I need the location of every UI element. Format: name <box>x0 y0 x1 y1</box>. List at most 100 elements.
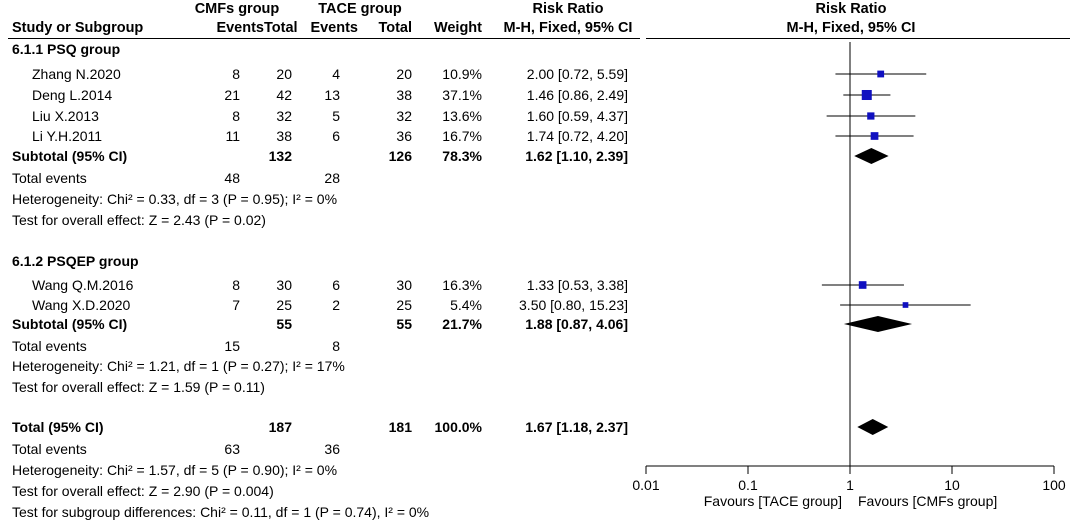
study-name: Wang Q.M.2016 <box>32 277 134 293</box>
weight: 100.0% <box>434 419 482 435</box>
ctl-total: 20 <box>396 66 412 82</box>
exp-events: 7 <box>232 297 240 313</box>
exp-events: 8 <box>232 108 240 124</box>
exp-events: 63 <box>224 441 240 457</box>
exp-events: 21 <box>224 87 240 103</box>
ctl-events: 2 <box>332 297 340 313</box>
weight: 37.1% <box>442 87 482 103</box>
overall-effect-text: Test for overall effect: Z = 1.59 (P = 0… <box>12 379 265 395</box>
ctl-total: 32 <box>396 108 412 124</box>
x-tick-label: 0.1 <box>738 477 758 493</box>
ctl-total: 181 <box>388 419 412 435</box>
summary-diamond <box>854 148 889 164</box>
study-column-header: Study or Subgroup <box>12 20 144 36</box>
weight: 78.3% <box>442 148 482 164</box>
study-name: Li Y.H.2011 <box>32 128 103 144</box>
risk-ratio-ci: 3.50 [0.80, 15.23] <box>519 297 628 313</box>
exp-group-header: CMFs group <box>194 1 280 17</box>
header-rule-table <box>8 38 640 39</box>
exp-events-header: Events <box>216 20 264 36</box>
risk-ratio-ci: 1.74 [0.72, 4.20] <box>526 128 628 144</box>
subgroup-differences-text: Test for subgroup differences: Chi² = 0.… <box>12 504 430 520</box>
summary-diamond <box>857 419 889 435</box>
total-events-label: Total events <box>12 338 87 354</box>
exp-events: 8 <box>232 277 240 293</box>
total-events-label: Total events <box>12 441 87 457</box>
exp-total: 32 <box>276 108 292 124</box>
subtotal-label: Subtotal (95% CI) <box>12 316 128 332</box>
total-events-label: Total events <box>12 170 87 186</box>
ctl-total: 126 <box>388 148 412 164</box>
exp-total: 20 <box>276 66 292 82</box>
ctl-events: 4 <box>332 66 340 82</box>
study-marker <box>870 132 879 140</box>
ctl-events: 28 <box>324 170 340 186</box>
ctl-total: 30 <box>396 277 412 293</box>
plot-method-header: M-H, Fixed, 95% CI <box>786 20 916 36</box>
exp-total: 30 <box>276 277 292 293</box>
weight: 5.4% <box>450 297 482 313</box>
subtotal-label: Subtotal (95% CI) <box>12 148 128 164</box>
ctl-events: 6 <box>332 128 340 144</box>
exp-total: 132 <box>268 148 292 164</box>
exp-total: 187 <box>268 419 292 435</box>
exp-total: 42 <box>276 87 292 103</box>
risk-ratio-ci: 1.67 [1.18, 2.37] <box>525 419 628 435</box>
exp-events: 48 <box>224 170 240 186</box>
subgroup-title: 6.1.2 PSQEP group <box>12 253 139 269</box>
risk-ratio-ci: 1.62 [1.10, 2.39] <box>525 148 628 164</box>
study-name: Zhang N.2020 <box>32 66 121 82</box>
exp-total: 55 <box>276 316 292 332</box>
rr-method-header: M-H, Fixed, 95% CI <box>503 20 633 36</box>
ctl-total: 25 <box>396 297 412 313</box>
exp-events: 15 <box>224 338 240 354</box>
weight: 10.9% <box>442 66 482 82</box>
study-name: Deng L.2014 <box>32 87 113 103</box>
favours-left-label: Favours [TACE group] <box>704 493 842 509</box>
study-marker <box>902 302 909 308</box>
ctl-events: 8 <box>332 338 340 354</box>
study-marker <box>858 281 867 289</box>
favours-right-label: Favours [CMFs group] <box>858 493 997 509</box>
risk-ratio-ci: 1.33 [0.53, 3.38] <box>526 277 628 293</box>
exp-total: 38 <box>276 128 292 144</box>
subgroup-title: 6.1.1 PSQ group <box>12 41 121 57</box>
ctl-events: 13 <box>324 87 340 103</box>
exp-total: 25 <box>276 297 292 313</box>
ctl-total-header: Total <box>378 20 412 36</box>
ctl-group-header: TACE group <box>318 1 402 17</box>
study-marker <box>861 89 872 101</box>
plot-title-header: Risk Ratio <box>815 1 887 17</box>
heterogeneity-text: Heterogeneity: Chi² = 1.21, df = 1 (P = … <box>12 358 345 374</box>
heterogeneity-text: Heterogeneity: Chi² = 1.57, df = 5 (P = … <box>12 462 338 478</box>
weight: 21.7% <box>442 316 482 332</box>
study-marker <box>877 70 885 78</box>
weight: 16.3% <box>442 277 482 293</box>
weight-header: Weight <box>433 20 482 36</box>
x-tick-label: 100 <box>1042 477 1066 493</box>
heterogeneity-text: Heterogeneity: Chi² = 0.33, df = 3 (P = … <box>12 191 338 207</box>
x-tick-label: 10 <box>944 477 960 493</box>
rr-title-header: Risk Ratio <box>532 1 604 17</box>
risk-ratio-ci: 2.00 [0.72, 5.59] <box>526 66 628 82</box>
risk-ratio-ci: 1.46 [0.86, 2.49] <box>526 87 628 103</box>
ctl-events: 36 <box>324 441 340 457</box>
exp-total-header: Total <box>264 20 298 36</box>
x-tick-label: 0.01 <box>632 477 659 493</box>
study-name: Liu X.2013 <box>32 108 99 124</box>
total-label: Total (95% CI) <box>12 419 104 435</box>
ctl-total: 55 <box>396 316 412 332</box>
x-tick-label: 1 <box>846 477 854 493</box>
study-name: Wang X.D.2020 <box>32 297 131 313</box>
ctl-total: 36 <box>396 128 412 144</box>
weight: 16.7% <box>442 128 482 144</box>
weight: 13.6% <box>442 108 482 124</box>
study-marker <box>867 112 875 120</box>
risk-ratio-ci: 1.60 [0.59, 4.37] <box>526 108 628 124</box>
ctl-total: 38 <box>396 87 412 103</box>
risk-ratio-ci: 1.88 [0.87, 4.06] <box>525 316 628 332</box>
ctl-events: 5 <box>332 108 340 124</box>
ctl-events: 6 <box>332 277 340 293</box>
exp-events: 11 <box>225 128 240 144</box>
